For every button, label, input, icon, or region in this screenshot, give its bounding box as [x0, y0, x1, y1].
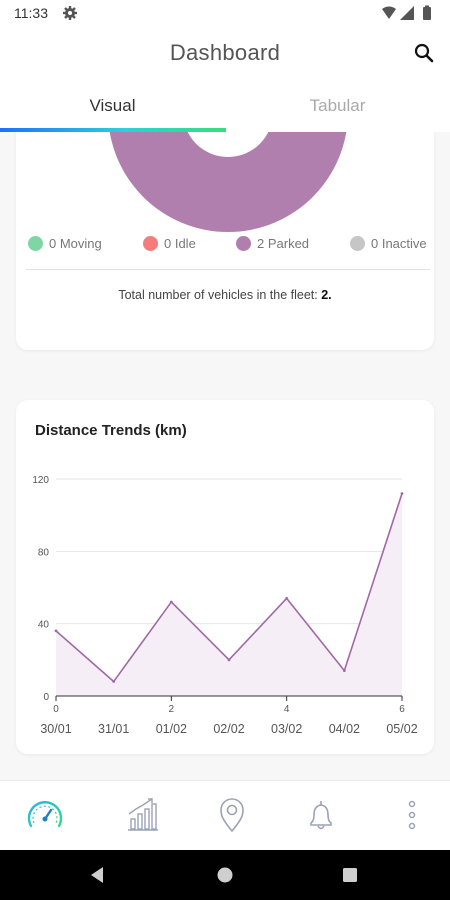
tab-visual[interactable]: Visual: [89, 96, 136, 115]
data-point: [400, 492, 404, 495]
recents-icon[interactable]: [340, 865, 360, 885]
signal-icon: [400, 6, 414, 20]
legend-item-idle: 0 Idle: [143, 232, 196, 254]
divider: [26, 269, 430, 270]
tab-indicator: [0, 128, 226, 132]
fleet-donut-chart: [109, 132, 347, 232]
chart-title: Distance Trends (km): [35, 422, 187, 439]
speedometer-icon[interactable]: [25, 795, 65, 835]
wifi-icon: [382, 6, 396, 19]
fleet-total-text: Total number of vehicles in the fleet: 2…: [16, 288, 434, 302]
status-bar: 11:33: [0, 0, 450, 26]
legend-item-parked: 2 Parked: [236, 232, 309, 254]
data-point: [54, 629, 58, 633]
status-icons: [382, 5, 431, 20]
y-tick-label: 0: [43, 692, 49, 703]
location-pin-icon[interactable]: [212, 795, 252, 835]
tab-tabular[interactable]: Tabular: [309, 96, 366, 115]
legend-dot-moving: [28, 235, 43, 251]
x-tick-label: 6: [399, 704, 405, 715]
more-vertical-icon[interactable]: [392, 795, 432, 835]
data-point: [112, 680, 116, 683]
donut-segment-parked: [109, 132, 347, 232]
legend-label-idle: 0 Idle: [164, 235, 196, 251]
legend-dot-parked: [236, 235, 251, 251]
category-label: 30/01: [40, 722, 71, 736]
category-label: 31/01: [98, 722, 129, 736]
legend-label-moving: 0 Moving: [49, 235, 102, 251]
search-icon[interactable]: [412, 41, 436, 65]
legend-item-moving: 0 Moving: [28, 232, 102, 254]
legend-label-parked: 2 Parked: [257, 235, 310, 251]
tab-bar: Visual Tabular: [0, 84, 450, 132]
series-area: [56, 493, 402, 696]
fleet-legend: 0 Moving 0 Idle 2 Parked 0 Inactive: [26, 232, 428, 254]
data-point: [342, 669, 346, 673]
y-tick-label: 40: [38, 620, 50, 631]
distance-trends-card: Distance Trends (km) 0 40 80 120 0 2 4 6 30/01 31…: [16, 400, 434, 754]
distance-trend-chart: 0 40 80 120 0 2 4 6 30/01 31/01 01/02 02/02 03/02 04/…: [32, 475, 417, 736]
category-label: 04/02: [329, 722, 360, 736]
data-point: [169, 600, 173, 604]
app-bar: Dashboard: [0, 26, 450, 84]
category-label: 02/02: [213, 722, 244, 736]
dashboard-content[interactable]: 0 Moving 0 Idle 2 Parked 0 Inactive Tota…: [0, 132, 450, 780]
fleet-total-value: 2.: [321, 288, 332, 302]
y-tick-label: 120: [32, 475, 49, 486]
legend-label-inactive: 0 Inactive: [371, 235, 427, 251]
bar-chart-icon[interactable]: [122, 795, 162, 835]
data-point: [285, 596, 289, 600]
bottom-nav: [0, 780, 450, 850]
donut-hole: [187, 132, 269, 157]
legend-item-inactive: 0 Inactive: [350, 232, 427, 254]
y-tick-label: 80: [38, 547, 50, 558]
system-nav-bar: [0, 850, 450, 900]
status-time: 11:33: [14, 5, 48, 21]
x-tick-label: 2: [169, 704, 175, 715]
x-tick-label: 4: [284, 704, 290, 715]
series-line: [55, 493, 403, 683]
page-title: Dashboard: [169, 40, 281, 65]
category-label: 01/02: [156, 722, 187, 736]
battery-icon: [423, 7, 431, 20]
category-label: 05/02: [386, 722, 417, 736]
fleet-total-label: Total number of vehicles in the fleet:: [118, 288, 318, 302]
legend-dot-inactive: [350, 235, 365, 251]
x-tick-label: 0: [53, 704, 59, 715]
gear-icon: [63, 6, 77, 20]
home-icon[interactable]: [215, 865, 235, 885]
back-icon[interactable]: [88, 865, 108, 885]
bell-icon[interactable]: [301, 795, 341, 835]
legend-dot-idle: [143, 235, 158, 251]
fleet-status-card: 0 Moving 0 Idle 2 Parked 0 Inactive Tota…: [16, 132, 434, 350]
category-label: 03/02: [271, 722, 302, 736]
data-point: [227, 658, 231, 662]
